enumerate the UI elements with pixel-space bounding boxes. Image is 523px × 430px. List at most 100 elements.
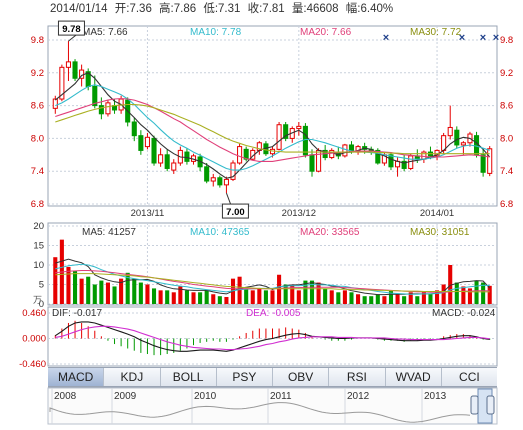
candle-body	[223, 178, 229, 186]
volume-bar	[53, 257, 58, 304]
event-marker-icon: ×	[480, 32, 486, 44]
volume-bar	[461, 286, 466, 304]
navigator-year-label: 2011	[270, 391, 292, 402]
tab-rsi[interactable]: RSI	[329, 368, 386, 386]
macd-ytick: 0.000	[22, 334, 46, 345]
price-xtick: 2014/01	[420, 208, 454, 219]
tab-psy[interactable]: PSY	[217, 368, 273, 386]
price-ytick-right: 7.4	[500, 166, 513, 177]
candle-body	[158, 154, 164, 164]
tab-boll[interactable]: BOLL	[161, 368, 217, 386]
price-ytick-right: 9.2	[500, 68, 513, 79]
price-xtick: 2013/12	[282, 208, 316, 219]
volume-bar	[277, 274, 282, 304]
candle-body	[243, 148, 249, 160]
tab-kdj[interactable]: KDJ	[104, 368, 161, 386]
candle-body	[309, 154, 315, 172]
navigator-year-label: 2008	[54, 391, 77, 402]
candle-body	[342, 144, 348, 157]
candle-body	[217, 177, 223, 186]
tab-wvad[interactable]: WVAD	[386, 368, 442, 386]
candle-body	[171, 162, 177, 171]
candle-body	[283, 124, 289, 139]
macd-ytick: 0.460	[22, 308, 46, 319]
header-date: 2014/01/14	[50, 3, 108, 15]
ma-line-ma30	[55, 103, 490, 155]
volume-bar	[388, 290, 394, 304]
price-ytick-right: 9.8	[500, 35, 513, 46]
volume-bar	[184, 290, 189, 304]
legend-ma10: MA10: 7.78	[190, 27, 242, 38]
macd-legend-dif: DIF: -0.017	[52, 308, 102, 319]
candle-body	[59, 66, 65, 100]
candle-body	[454, 129, 460, 146]
volume-bar	[191, 292, 196, 304]
candle-body	[401, 160, 407, 169]
macd-line-dif	[54, 321, 490, 352]
candle-body	[375, 149, 381, 164]
vol-legend-ma5: MA5: 41257	[82, 227, 136, 238]
vol-legend-ma30: MA30: 31051	[410, 227, 470, 238]
volume-bar	[329, 290, 334, 304]
tab-obv[interactable]: OBV	[273, 368, 330, 386]
volume-bar	[336, 292, 341, 304]
macd-line-dea	[55, 325, 490, 351]
volume-panel-frame	[47, 222, 498, 306]
navigator-right-handle[interactable]	[486, 395, 495, 415]
tab-macd[interactable]: MACD	[48, 368, 105, 386]
volume-bar	[448, 265, 453, 304]
volume-bar	[375, 294, 380, 304]
volume-ytick: 5	[39, 280, 44, 291]
volume-bar	[72, 270, 78, 304]
candle-body	[204, 166, 210, 182]
volume-bar	[395, 294, 400, 304]
volume-bar	[309, 280, 315, 304]
volume-unit: 万	[33, 295, 42, 305]
volume-bar	[224, 296, 229, 304]
volume-bar	[283, 284, 288, 304]
candle-body	[52, 98, 58, 109]
volume-bar	[178, 286, 183, 304]
volume-bar	[66, 266, 71, 304]
price-ytick-left: 9.8	[31, 35, 44, 46]
volume-bar	[165, 290, 170, 304]
volume-ytick: 10	[33, 260, 44, 271]
price-ytick-left: 9.2	[31, 68, 44, 79]
volume-bar	[454, 282, 459, 304]
navigator-left-handle[interactable]	[470, 395, 479, 415]
candle-body	[72, 61, 78, 79]
header-volume: 量:46608	[292, 2, 339, 15]
volume-bar	[481, 282, 486, 304]
volume-bar	[467, 288, 473, 304]
candle-body	[144, 136, 150, 148]
legend-ma30: MA30: 7.72	[410, 27, 462, 38]
volume-bar	[362, 296, 367, 304]
candle-body	[302, 125, 308, 156]
candle-body	[447, 126, 453, 137]
candle-body	[230, 162, 236, 180]
volume-bar	[237, 276, 242, 304]
volume-bar	[487, 285, 492, 304]
volume-bar	[342, 290, 347, 304]
ma-line-ma5	[54, 72, 491, 179]
volume-bar	[158, 290, 163, 304]
candle-body	[388, 154, 394, 168]
event-marker-icon: ×	[493, 32, 499, 44]
volume-bar	[296, 290, 301, 304]
candle-body	[138, 135, 144, 151]
volume-ytick: 20	[33, 221, 44, 232]
header-high: 高:7.86	[159, 1, 196, 15]
volume-bar	[211, 294, 216, 304]
ma-line-ma20	[55, 97, 490, 162]
tab-cci[interactable]: CCI	[459, 370, 480, 384]
volume-bar	[428, 294, 433, 304]
macd-ytick: -0.460	[19, 359, 46, 370]
candle-body	[487, 148, 493, 174]
candle-body	[276, 124, 282, 150]
volume-bar	[441, 284, 446, 304]
volume-bar	[356, 294, 361, 304]
legend-ma20: MA20: 7.66	[300, 27, 352, 38]
volume-bar	[171, 292, 176, 304]
candle-body	[480, 154, 486, 173]
